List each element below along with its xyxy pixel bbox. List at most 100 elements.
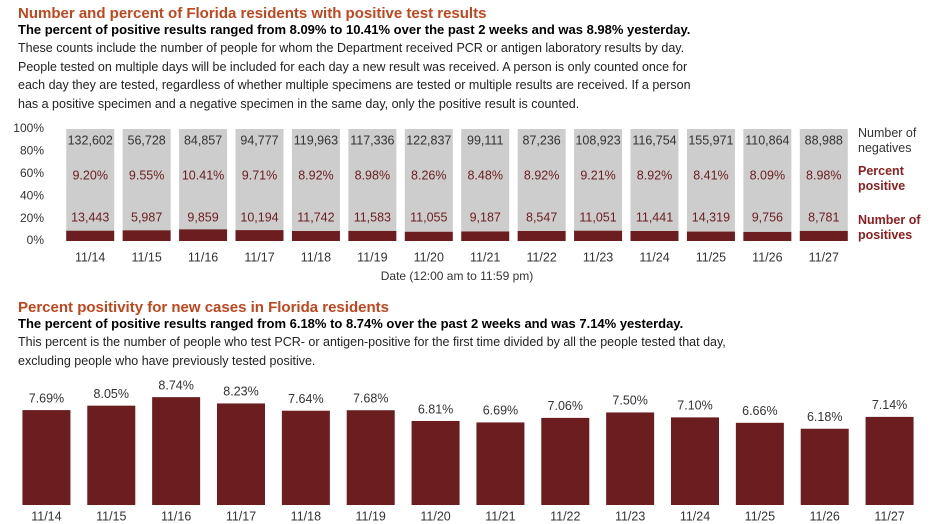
positive-bar: [179, 229, 228, 241]
value-label: 6.81%: [418, 402, 453, 416]
x-tick-label: 11/22: [526, 250, 556, 264]
x-tick-label: 11/18: [291, 509, 321, 523]
positives-label: 11,583: [354, 210, 391, 224]
positive-bar: [235, 230, 284, 241]
percent-label: 8.92%: [524, 168, 559, 182]
value-label: 7.69%: [29, 391, 64, 405]
legend-negatives: Number of negatives: [858, 126, 917, 155]
positive-bar: [122, 230, 171, 241]
x-tick-label: 11/22: [550, 509, 580, 523]
x-tick-label: 11/18: [301, 250, 331, 264]
x-tick-label: 11/15: [96, 509, 126, 523]
positives-label: 9,859: [187, 210, 218, 224]
bar: [541, 417, 590, 505]
negatives-label: 122,837: [406, 133, 451, 147]
positives-label: 14,319: [692, 210, 730, 224]
x-tick-label: 11/16: [161, 509, 191, 523]
x-tick-label: 11/20: [414, 250, 444, 264]
x-tick-label: 11/26: [752, 250, 782, 264]
negative-bar: [66, 129, 115, 231]
bar: [476, 422, 525, 505]
positive-bar: [348, 230, 397, 241]
bar: [735, 422, 784, 505]
negative-bar: [743, 129, 792, 232]
value-label: 7.68%: [353, 392, 388, 406]
x-tick-label: 11/25: [745, 509, 775, 523]
positives-label: 11,055: [410, 210, 447, 224]
y-tick-label: 20%: [20, 211, 44, 225]
chart-note: excluding people who have previously tes…: [18, 353, 316, 368]
negative-bar: [686, 129, 735, 232]
positive-bar: [574, 230, 623, 241]
percent-label: 8.98%: [806, 168, 841, 182]
positives-label: 13,443: [71, 210, 109, 224]
positive-bar: [404, 231, 453, 241]
bar: [411, 420, 460, 505]
negative-bar: [291, 129, 340, 232]
x-tick-label: 11/14: [75, 250, 105, 264]
negative-bar: [574, 129, 623, 231]
value-label: 7.50%: [612, 394, 647, 408]
negatives-label: 56,728: [128, 133, 166, 147]
positives-label: 10,194: [240, 210, 278, 224]
x-axis-title: Date (12:00 am to 11:59 pm): [381, 269, 534, 283]
x-tick-label: 11/21: [470, 250, 500, 264]
percent-label: 9.55%: [129, 168, 164, 182]
bar: [217, 403, 265, 505]
bar: [606, 412, 655, 505]
negatives-label: 110,864: [745, 133, 789, 147]
chart-title: Number and percent of Florida residents …: [18, 5, 487, 22]
negative-bar: [404, 129, 453, 232]
x-tick-label: 11/20: [420, 509, 450, 523]
negatives-label: 116,754: [632, 133, 676, 147]
value-label: 8.23%: [223, 385, 258, 399]
negatives-label: 94,777: [240, 133, 278, 147]
chart-title: Percent positivity for new cases in Flor…: [18, 299, 389, 316]
negatives-label: 155,971: [688, 133, 733, 147]
negatives-label: 99,111: [467, 133, 503, 147]
negative-bar: [235, 129, 284, 231]
x-tick-label: 11/23: [615, 509, 645, 523]
x-tick-label: 11/15: [131, 250, 161, 264]
negatives-label: 87,236: [523, 133, 561, 147]
chart-note: has a positive specimen and a negative s…: [18, 96, 580, 111]
negative-bar: [461, 129, 510, 232]
value-label: 6.18%: [807, 410, 842, 424]
value-label: 7.14%: [872, 398, 907, 412]
chart-subtitle: The percent of positive results ranged f…: [18, 316, 684, 331]
negative-bar: [517, 129, 566, 232]
value-label: 7.06%: [548, 399, 583, 413]
y-tick-label: 60%: [20, 166, 44, 180]
percent-label: 8.26%: [411, 168, 446, 182]
bar: [346, 410, 395, 505]
negatives-label: 108,923: [575, 133, 620, 147]
x-tick-label: 11/14: [31, 509, 61, 523]
bar: [87, 405, 136, 505]
y-tick-label: 100%: [13, 121, 44, 135]
bar: [865, 416, 914, 505]
negatives-label: 117,336: [350, 133, 394, 147]
legend-percent: Percent positive: [858, 164, 906, 193]
positive-bar: [799, 230, 848, 241]
negatives-label: 84,857: [184, 133, 222, 147]
percent-label: 9.20%: [72, 168, 107, 182]
chart-note: This percent is the number of people who…: [18, 335, 726, 349]
negative-bar: [799, 129, 848, 231]
value-label: 6.66%: [742, 404, 777, 418]
bar: [281, 410, 330, 505]
bar: [22, 410, 71, 505]
value-label: 7.64%: [288, 392, 323, 406]
value-label: 6.69%: [483, 404, 518, 418]
chart-note: People tested on multiple days will be i…: [18, 59, 688, 74]
x-tick-label: 11/27: [809, 250, 839, 264]
y-tick-label: 80%: [20, 144, 44, 158]
positives-label: 11,441: [636, 210, 673, 224]
bar: [800, 428, 849, 505]
positive-bar: [461, 231, 510, 241]
value-label: 8.05%: [94, 387, 129, 401]
negative-bar: [630, 129, 679, 232]
x-tick-label: 11/27: [874, 509, 904, 523]
negatives-label: 88,988: [805, 133, 843, 147]
legend-positives: Number of positives: [858, 213, 921, 242]
